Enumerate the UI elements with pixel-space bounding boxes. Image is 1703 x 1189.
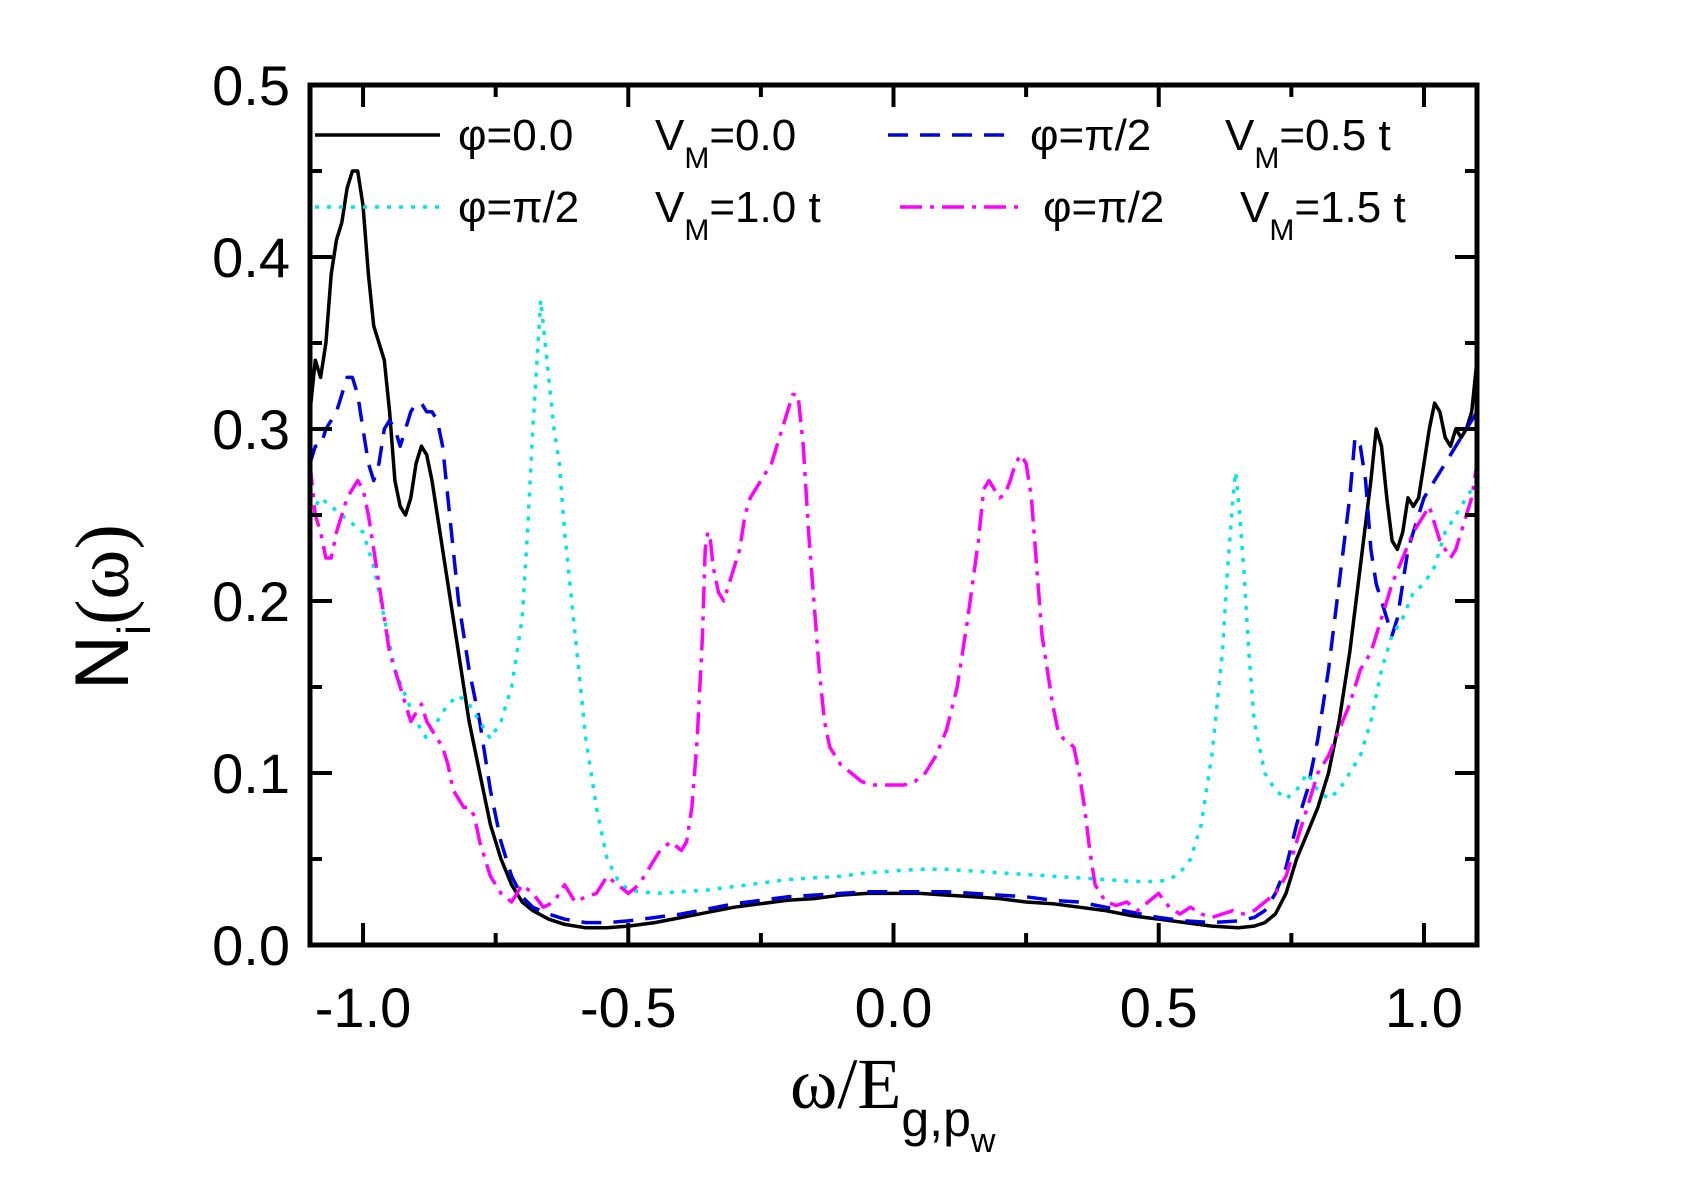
legend-label-2-v: VM=1.0 t: [655, 183, 821, 247]
legend: φ=0.0 VM=0.0 φ=π/2 VM=0.5 t φ=π/2 VM=1.0…: [315, 111, 1406, 247]
svg-text:Ni(ω): Ni(ω): [60, 524, 160, 690]
legend-label-2-phi: φ=π/2: [458, 183, 579, 232]
x-tick-label: -0.5: [580, 976, 677, 1039]
legend-label-3-v: VM=1.5 t: [1240, 183, 1406, 247]
x-tick-label: 1.0: [1385, 976, 1463, 1039]
y-axis-title-main: N: [60, 635, 145, 690]
series-line-1: [308, 375, 1479, 925]
x-tick-label: 0.5: [1120, 976, 1198, 1039]
x-axis-title: ω/Eg,pw: [790, 1044, 996, 1160]
plot-frame: [307, 82, 1480, 948]
series-line-3: [308, 392, 1479, 920]
x-tick-label: -1.0: [315, 976, 412, 1039]
y-tick-labels: 0.0 0.1 0.2 0.3 0.4 0.5: [212, 54, 290, 977]
legend-label-0-phi: φ=0.0: [458, 111, 573, 160]
x-axis-title-main: ω/E: [790, 1044, 901, 1124]
y-tick-label: 0.1: [212, 742, 290, 805]
series-line-0: [308, 169, 1479, 930]
y-axis-title: Ni(ω): [60, 524, 160, 690]
series-layer: [308, 169, 1479, 930]
x-tick-label: 0.0: [855, 976, 933, 1039]
y-tick-label: 0.5: [212, 54, 290, 117]
y-tick-label: 0.3: [212, 398, 290, 461]
y-axis-title-sub: i: [108, 625, 160, 635]
y-axis-title-rest: (ω): [61, 524, 145, 625]
x-axis-title-subsub: w: [970, 1122, 996, 1160]
x-axis-title-sub: g,p: [901, 1091, 971, 1147]
y-tick-label: 0.2: [212, 570, 290, 633]
y-tick-label: 0.0: [212, 914, 290, 977]
legend-label-1-phi: φ=π/2: [1030, 111, 1151, 160]
x-tick-labels: -1.0 -0.5 0.0 0.5 1.0: [315, 976, 1463, 1039]
legend-label-1-v: VM=0.5 t: [1225, 111, 1391, 175]
legend-label-0-v: VM=0.0: [655, 111, 796, 175]
legend-label-3-phi: φ=π/2: [1043, 183, 1164, 232]
y-tick-label: 0.4: [212, 226, 290, 289]
